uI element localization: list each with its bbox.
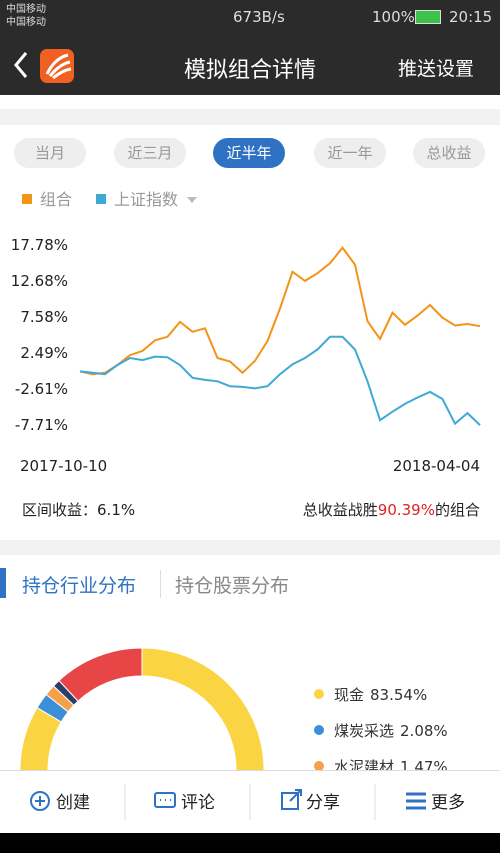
legend-dot <box>314 761 324 770</box>
chart-card <box>0 125 500 540</box>
back-icon[interactable] <box>14 52 28 78</box>
range-label: 区间收益： <box>22 501 98 519</box>
beat-value: 90.39% <box>377 501 435 519</box>
series-line <box>79 335 481 426</box>
legend-label: 组合 <box>40 190 72 209</box>
legend-label: 水泥建材 1.47% <box>334 758 448 770</box>
y-tick-label: -7.71% <box>15 416 68 434</box>
range-value: 6.1% <box>97 501 136 519</box>
tab-divider <box>160 570 161 598</box>
industry-tab[interactable]: 持仓行业分布 <box>22 575 137 597</box>
beat-suffix: 的组合 <box>434 501 480 519</box>
legend-name: 水泥建材 <box>334 758 394 770</box>
period-tab[interactable]: 当月 <box>14 138 86 168</box>
legend-label: 煤炭采选 2.08% <box>334 722 448 740</box>
push-settings[interactable]: 推送设置 <box>398 58 475 80</box>
legend-value: 1.47% <box>400 758 448 770</box>
carrier: 中国移动 中国移动 <box>6 3 46 29</box>
pie-slice <box>58 647 143 702</box>
share-button[interactable]: 分享 <box>306 793 340 813</box>
spacer <box>0 95 500 109</box>
period-tab[interactable]: 近一年 <box>314 138 386 168</box>
legend-value: 2.08% <box>400 722 448 740</box>
legend-value: 83.54% <box>370 686 427 704</box>
stock-tab[interactable]: 持仓股票分布 <box>175 575 290 597</box>
x-tick-label: 2017-10-10 <box>20 457 107 475</box>
more-button[interactable]: 更多 <box>431 793 465 813</box>
pie-slice <box>19 647 265 770</box>
legend-label: 现金 83.54% <box>334 686 427 704</box>
line-chart: 17.78% 12.68% 7.58% 2.49% -2.61% -7.71% 2017-1… <box>11 190 481 475</box>
y-tick-label: 2.49% <box>20 344 68 362</box>
x-tick-label: 2018-04-04 <box>393 457 480 475</box>
y-tick-label: -2.61% <box>15 380 68 398</box>
legend-dot <box>314 725 324 735</box>
period-tab[interactable]: 总收益 <box>413 138 485 168</box>
y-tick-label: 12.68% <box>11 272 68 290</box>
beat-text: 总收益战胜90.39%的组合 <box>303 499 480 520</box>
header-icons <box>14 49 74 83</box>
carrier-1: 中国移动 <box>6 4 46 15</box>
beat-prefix: 总收益战胜 <box>302 501 378 519</box>
header-title: 模拟组合详情 <box>183 58 316 83</box>
nav-bar <box>0 833 500 853</box>
comment-button[interactable]: 评论 <box>181 793 215 813</box>
net-speed: 673B/s <box>233 8 285 26</box>
carrier-2: 中国移动 <box>6 17 46 28</box>
y-tick-label: 7.58% <box>20 308 68 326</box>
battery: 100% <box>372 8 415 26</box>
range-return: 区间收益：6.1% <box>22 499 135 520</box>
series-line <box>79 246 481 376</box>
battery-icon <box>415 10 441 24</box>
pie-chart: 现金 83.54% 煤炭采选 2.08% 水泥建材 1.47% <box>19 647 448 770</box>
legend-name: 现金 <box>334 686 364 704</box>
bottom-icons <box>30 784 426 820</box>
period-tab[interactable]: 近三月 <box>114 138 186 168</box>
y-tick-label: 17.78% <box>11 236 68 254</box>
legend-swatch <box>22 194 32 204</box>
legend-swatch <box>96 194 106 204</box>
create-button[interactable]: 创建 <box>56 793 90 813</box>
legend-name: 煤炭采选 <box>334 722 394 740</box>
legend-dot <box>314 689 324 699</box>
period-tab[interactable]: 近半年 <box>213 138 285 168</box>
app-logo <box>40 49 74 83</box>
legend-label: 上证指数 <box>114 190 178 209</box>
clock: 20:15 <box>449 8 493 26</box>
legend-dropdown <box>187 197 197 203</box>
tab-indicator <box>0 568 6 598</box>
